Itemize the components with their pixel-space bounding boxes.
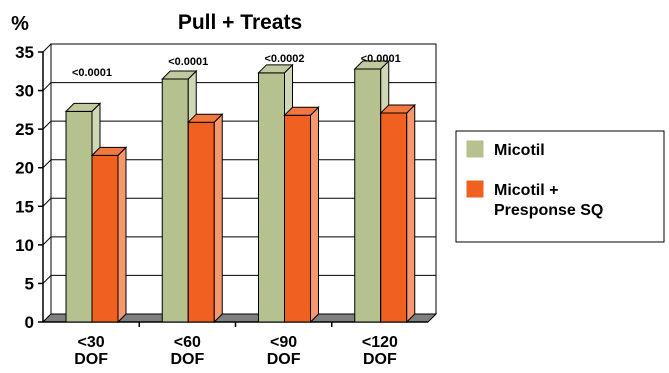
y-axis-label: % [11,13,29,35]
legend-box [455,130,665,243]
bar-top [161,70,198,80]
data-annotation: <0.0002 [264,53,304,65]
bar-micotil-presponse [187,121,215,323]
legend-swatch [466,180,484,198]
gridline-side [42,82,52,91]
bar-micotil [65,110,93,323]
x-tick-label: <120 [362,334,398,351]
legend: Micotil Micotil + Presponse SQ [455,130,665,243]
bar-side [406,103,416,324]
data-annotation: <0.0001 [168,56,208,68]
chart-title: Pull + Treats [178,11,302,34]
bar-micotil-presponse [380,112,408,323]
legend-swatch [466,140,484,158]
bar-side [117,146,127,324]
bar-micotil-presponse [91,154,119,323]
y-tick-label: 10 [15,236,34,255]
gridline-side [42,159,52,169]
bar-micotil [161,78,189,323]
legend-label: Presponse SQ [494,202,603,219]
bar-top [257,64,294,74]
gridline-side [42,43,52,53]
x-tick-label: <90 [270,334,297,351]
x-tick-label: DOF [267,351,301,368]
y-tick-label: 5 [25,274,34,293]
y-tick-label: 0 [25,313,34,332]
bar-top [379,104,416,114]
bar-top [90,146,128,156]
gridline-side [42,120,52,130]
gridline-side [42,236,52,246]
bar-micotil [258,72,285,323]
x-tick-label: <60 [174,334,201,351]
bar-micotil-presponse [284,114,311,323]
gridline-side [42,197,52,207]
bar-top [283,106,320,116]
y-tick-label: 15 [15,197,34,216]
y-tick-label: 25 [15,120,34,139]
bar-side [213,112,223,324]
bar-micotil [354,68,382,323]
y-tick-label: 20 [15,159,34,178]
bar-side [310,106,319,324]
x-tick-label: DOF [74,351,108,368]
y-tick-label: 35 [15,43,34,62]
bar-top [353,60,390,70]
legend-label: Micotil + [494,182,558,199]
bar-top [187,113,224,123]
gridline-side [42,275,52,284]
data-annotation: <0.0001 [72,67,112,79]
bar-top [64,102,102,112]
x-tick-label: DOF [363,351,397,368]
y-tick-label: 30 [15,82,34,101]
plot-area: 05101520253035<30DOF<0.0001<60DOF<0.0001… [15,43,438,368]
legend-label: Micotil [494,142,545,159]
x-tick-label: DOF [170,351,204,368]
data-annotation: <0.0001 [361,53,401,65]
x-tick-label: <30 [78,334,105,351]
